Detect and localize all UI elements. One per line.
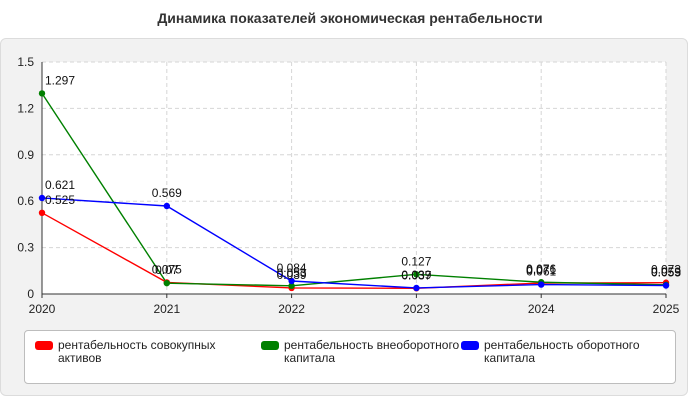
legend-swatch-green (261, 341, 279, 350)
x-tick-label: 2021 (153, 302, 180, 316)
data-point (288, 277, 295, 285)
legend-label: рентабельность внеоборотного капитала (284, 338, 460, 365)
y-tick-label: 0 (27, 287, 34, 301)
chart-legend: рентабельность совокупных активов рентаб… (24, 330, 676, 384)
data-point (163, 202, 170, 210)
x-tick-label: 2022 (278, 302, 305, 316)
data-label: 0.569 (152, 186, 182, 200)
data-label: 0.07 (155, 263, 179, 277)
data-label: 0.076 (526, 262, 556, 276)
plot-area (42, 62, 666, 294)
data-point (38, 194, 46, 202)
data-point (163, 279, 170, 287)
data-label: 0.059 (651, 265, 681, 279)
y-tick-label: 0.9 (17, 148, 34, 162)
series-line-3 (41, 197, 667, 289)
x-tick-label: 2023 (403, 302, 430, 316)
data-point (38, 209, 46, 216)
y-tick-label: 0.6 (17, 194, 34, 208)
data-label: 0.039 (277, 268, 307, 282)
data-point (662, 282, 670, 289)
data-point (38, 90, 46, 97)
data-point (413, 271, 420, 278)
data-label: 0.061 (526, 265, 556, 279)
legend-label: рентабельность совокупных активов (58, 338, 216, 365)
data-label: 0.055 (651, 265, 681, 279)
data-label: 0.621 (45, 178, 75, 192)
data-point (288, 282, 295, 290)
data-label: 0.053 (277, 266, 307, 280)
y-tick-label: 1.5 (17, 55, 34, 69)
y-tick-label: 0.3 (17, 241, 34, 255)
data-point (413, 284, 420, 292)
legend-swatch-blue (461, 341, 479, 350)
legend-label: рентабельность оборотного капитала (484, 338, 640, 365)
series-line-2 (41, 93, 667, 287)
x-tick-label: 2020 (29, 302, 56, 316)
data-label: 0.039 (401, 268, 431, 282)
data-label: 0.127 (401, 254, 431, 268)
x-tick-label: 2025 (653, 302, 680, 316)
chart-title: Динамика показателей экономическая рента… (157, 10, 543, 26)
x-tick-label: 2024 (528, 302, 555, 316)
data-point (538, 281, 545, 288)
y-tick-label: 1.2 (17, 101, 34, 115)
data-label: 0.071 (526, 263, 556, 277)
data-label: 0.073 (651, 263, 681, 277)
data-label: 0.037 (401, 268, 431, 282)
legend-swatch-red (35, 341, 53, 350)
data-label: 0.525 (45, 193, 75, 207)
data-label: 0.075 (152, 262, 182, 276)
data-label: 1.297 (45, 73, 75, 87)
data-label: 0.084 (277, 261, 307, 275)
